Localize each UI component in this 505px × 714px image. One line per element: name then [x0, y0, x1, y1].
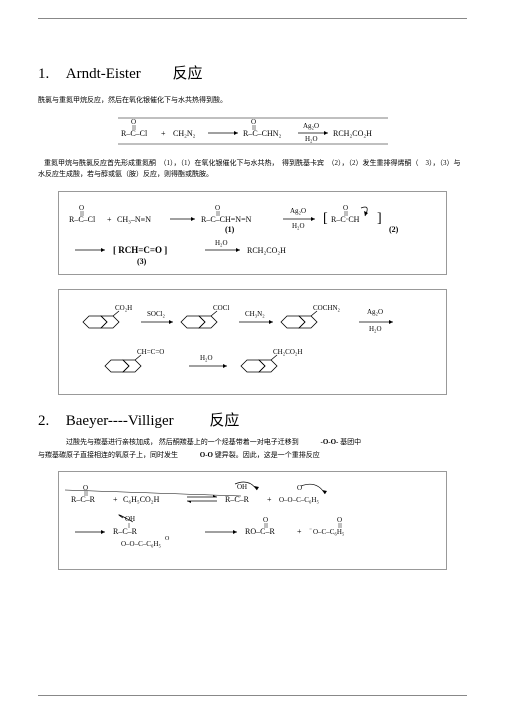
svg-text:CH₃N₂: CH₃N₂ [245, 310, 265, 318]
svg-text:O: O [263, 516, 268, 524]
sec1-title-en: Arndt-Eister [66, 66, 141, 82]
svg-text:R–C–CH=N=N: R–C–CH=N=N [201, 215, 252, 224]
svg-text:O: O [343, 204, 348, 212]
sec1-number: 1. [38, 66, 62, 83]
svg-text:O–O–C–C₆H₅: O–O–C–C₆H₅ [121, 540, 161, 548]
sec2-title-cn: 反应 [209, 413, 239, 429]
svg-text:CH₃–N≡N: CH₃–N≡N [117, 215, 151, 224]
svg-text:C₆H₅CO₂H: C₆H₅CO₂H [123, 495, 160, 504]
page-bottom-rule [38, 695, 467, 696]
svg-text:O: O [297, 484, 302, 492]
sec2-l1a: 过酸先与羰基进行亲核加成， [66, 438, 157, 446]
sec1-scheme-box: CO₂H SOCl₂ COCl CH₃N₂ COCHN₂ Ag₂O H₂O CH… [58, 289, 447, 395]
svg-text:H₂O: H₂O [369, 325, 382, 333]
eq1-prod2: RCH₂CO₂H [333, 129, 372, 138]
svg-text:OH: OH [125, 515, 135, 523]
sec2-mechanism-svg: O R–C–R + C₆H₅CO₂H OH R–C–R + O O–O–C–C₆… [65, 478, 425, 558]
svg-text:⁻: ⁻ [309, 528, 312, 534]
svg-text:RCH₂CO₂H: RCH₂CO₂H [247, 246, 286, 255]
sec2-l1b: 然后酮羰基上的一个烃基带着一对电子迁移到 [159, 438, 299, 446]
sec1-mechanism-box: O R–C–Cl + CH₃–N≡N O R–C–CH=N=N (1) Ag₂O… [58, 191, 447, 275]
sec1-title-cn: 反应 [172, 66, 202, 82]
svg-text:RO–C–R: RO–C–R [245, 527, 275, 536]
eq1-left: R–C–Cl [121, 129, 148, 138]
sec2-l1d: 基团中 [340, 438, 361, 446]
sec2-l2b: O-O [200, 451, 213, 459]
sec1-para: 重氮甲烷与酰氯反应首先形成重氮酮 （1），（1）在氧化银催化下与水共热， 得到酰… [38, 158, 467, 180]
svg-text:+: + [107, 215, 112, 224]
svg-text:+: + [113, 495, 118, 504]
svg-text:COCl: COCl [213, 304, 229, 312]
svg-text:O–O–C–C₆H₅: O–O–C–C₆H₅ [279, 496, 319, 504]
svg-text:(2): (2) [389, 225, 399, 234]
svg-text:O: O [79, 204, 84, 212]
svg-text:R–C–R: R–C–R [113, 527, 138, 536]
svg-text:H₂O: H₂O [215, 239, 228, 247]
svg-text:R–C·CH: R–C·CH [331, 215, 360, 224]
sec2-number: 2. [38, 413, 62, 430]
svg-text:O–C–C₆H₅: O–C–C₆H₅ [313, 528, 345, 536]
sec2-l2c: 键异裂。因此，这是一个重排反应 [215, 451, 320, 459]
eq1-mid: CH₂N₂ [173, 129, 196, 138]
svg-text:COCHN₂: COCHN₂ [313, 304, 341, 312]
svg-text:]: ] [377, 211, 382, 226]
svg-text:O: O [337, 516, 342, 524]
svg-text:Ag₂O: Ag₂O [367, 308, 383, 316]
svg-text:CH₂CO₂H: CH₂CO₂H [273, 348, 302, 356]
svg-text:R–C–Cl: R–C–Cl [69, 215, 96, 224]
sec2-line2: 与羰基碳原子直接相连的氧原子上，同时发生 O-O 键异裂。因此，这是一个重排反应 [38, 449, 467, 462]
eq1-leftO: O [131, 118, 136, 126]
eq1-plus: + [161, 129, 166, 138]
svg-text:(1): (1) [225, 225, 235, 234]
eq1-reag-top: Ag₂O [303, 122, 319, 130]
svg-text:CO₂H: CO₂H [115, 304, 132, 312]
sec1-intro: 酰氯与重氮甲烷反应，然后在氧化银催化下与水共热得到酸。 [38, 95, 467, 106]
svg-text:O: O [215, 204, 220, 212]
svg-text:(3): (3) [137, 257, 147, 266]
sec2-l1c: -O-O- [321, 438, 339, 446]
svg-text:+: + [297, 527, 302, 536]
svg-text:SOCl₂: SOCl₂ [147, 310, 166, 318]
svg-text:H₂O: H₂O [200, 354, 213, 362]
svg-text:+: + [267, 495, 272, 504]
sec2-mechanism-box: O R–C–R + C₆H₅CO₂H OH R–C–R + O O–O–C–C₆… [58, 471, 447, 570]
svg-text:R–C–R: R–C–R [225, 495, 250, 504]
page-top-rule [38, 18, 467, 19]
eq1-prod1: R–C–CHN₂ [243, 129, 282, 138]
sec2-title-en: Baeyer----Villiger [66, 413, 174, 429]
svg-text:OH: OH [237, 483, 247, 491]
sec2-line1: 过酸先与羰基进行亲核加成， 然后酮羰基上的一个烃基带着一对电子迁移到 -O-O-… [66, 436, 467, 449]
sec1-mechanism-svg: O R–C–Cl + CH₃–N≡N O R–C–CH=N=N (1) Ag₂O… [65, 198, 425, 268]
svg-text:O: O [165, 536, 170, 542]
sec1-equation-overview: O R–C–Cl + CH₂N₂ O R–C–CHN₂ Ag₂O H₂O RCH… [113, 114, 393, 148]
sec2-l2a: 与羰基碳原子直接相连的氧原子上，同时发生 [38, 451, 178, 459]
eq1-prod1O: O [251, 118, 256, 126]
eq1-reag-bot: H₂O [305, 135, 318, 143]
sec1-scheme-svg: CO₂H SOCl₂ COCl CH₃N₂ COCHN₂ Ag₂O H₂O CH… [65, 296, 425, 388]
section-1-heading: 1. Arndt-Eister 反应 [38, 62, 467, 83]
svg-text:CH=C=O: CH=C=O [137, 348, 164, 356]
svg-text:[ RCH=C=O ]: [ RCH=C=O ] [113, 245, 167, 255]
svg-text:H₂O: H₂O [292, 222, 305, 230]
svg-text:Ag₂O: Ag₂O [290, 207, 306, 215]
section-2-heading: 2. Baeyer----Villiger 反应 [38, 409, 467, 430]
svg-text:[: [ [323, 211, 328, 226]
svg-text:R–C–R: R–C–R [71, 495, 96, 504]
